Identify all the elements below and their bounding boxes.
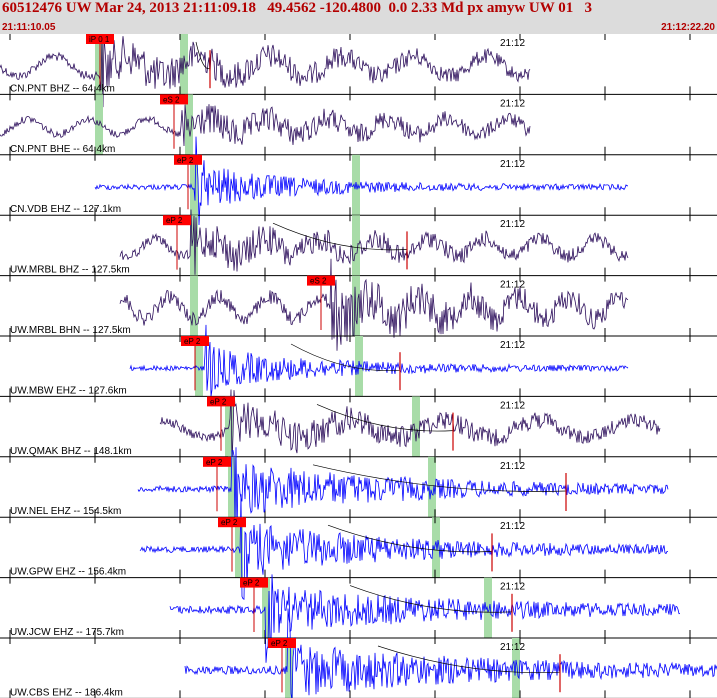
p-window-highlight [235, 517, 243, 578]
coda-duration-curve [290, 343, 401, 371]
pick-label: eP 2 [271, 639, 288, 648]
station-label: CN.PNT BHZ -- 64.4km [10, 83, 115, 94]
minute-label: 21:12 [500, 38, 525, 49]
pick-flag [203, 456, 231, 467]
pick-label: eS 2 [310, 277, 327, 286]
s-window-highlight [352, 215, 360, 276]
p-window-highlight [285, 638, 293, 698]
pick-flag [163, 215, 191, 226]
minute-label: 21:12 [500, 159, 525, 170]
waveform-trace [0, 104, 531, 147]
pick-flag [86, 34, 114, 44]
event-title: 60512476 UW Mar 24, 2013 21:11:09.18 49.… [2, 0, 592, 16]
station-label: UW.QMAK BHZ -- 148.1km [10, 446, 132, 457]
minute-label: 21:12 [500, 461, 525, 472]
pick-flag [160, 94, 188, 105]
s-window-highlight [352, 275, 360, 336]
coda-duration-curve [316, 404, 454, 432]
minute-label: 21:12 [500, 340, 525, 351]
s-window-highlight [428, 456, 436, 518]
waveform-trace [137, 447, 669, 535]
pick-label: eP 2 [184, 337, 201, 346]
s-window-highlight [185, 94, 193, 155]
minute-label: 21:12 [500, 400, 525, 411]
station-label: UW.NEL EHZ -- 154.5km [10, 506, 121, 517]
pick-flag [218, 517, 246, 528]
waveform-trace [139, 494, 669, 600]
s-window-highlight [484, 577, 492, 638]
pick-flag [207, 396, 235, 407]
p-window-highlight [195, 336, 203, 397]
waveform-trace [129, 324, 629, 397]
station-label: UW.MRBL BHZ -- 127.5km [10, 265, 130, 276]
pick-flag [268, 638, 296, 648]
seismogram-panel[interactable]: iP 0 1 21:12 CN.PNT BHZ -- 64.4km eS 2 21:12… [0, 34, 717, 698]
coda-duration-curve [195, 41, 211, 70]
station-label: UW.GPW EHZ -- 156.4km [10, 567, 126, 578]
pick-label: eS 2 [163, 95, 180, 104]
minute-label: 21:12 [500, 582, 525, 593]
waveform-trace [119, 209, 629, 275]
end-time: 21:12:22.20 [661, 22, 715, 33]
coda-duration-curve [272, 222, 408, 251]
pick-flag [307, 275, 335, 286]
minute-label: 21:12 [500, 219, 525, 230]
pick-label: eP 2 [210, 397, 227, 406]
waveform-trace [159, 389, 661, 464]
minute-label: 21:12 [500, 642, 525, 653]
pick-label: eP 2 [166, 216, 183, 225]
s-window-highlight [432, 517, 440, 578]
s-window-highlight [412, 396, 420, 457]
p-window-highlight [190, 275, 198, 336]
coda-duration-curve [312, 464, 567, 492]
start-time: 21:11:10.05 [2, 22, 56, 33]
station-label: UW.CBS EHZ -- 186.4km [10, 687, 123, 698]
station-label: UW.MRBL BHN -- 127.5km [10, 325, 131, 336]
station-label: CN.VDB EHZ -- 127.1km [10, 204, 121, 215]
coda-duration-curve [327, 524, 493, 553]
pick-label: eP 2 [177, 156, 194, 165]
waveform-trace [119, 258, 629, 351]
waveform-trace [94, 136, 628, 226]
pick-flag [174, 154, 202, 165]
coda-duration-curve [349, 585, 513, 613]
pick-label: eP 2 [221, 518, 238, 527]
waveform-trace [169, 574, 681, 663]
p-window-highlight [190, 154, 198, 216]
s-window-highlight [512, 638, 520, 698]
header-bar: 60512476 UW Mar 24, 2013 21:11:09.18 49.… [0, 0, 717, 34]
station-label: UW.JCW EHZ -- 175.7km [10, 627, 124, 638]
minute-label: 21:12 [500, 280, 525, 291]
p-window-highlight [190, 215, 198, 276]
pick-flag [181, 336, 209, 346]
station-label: UW.MBW EHZ -- 127.6km [10, 385, 127, 396]
pick-label: iP 0 1 [89, 35, 110, 44]
station-label: CN.PNT BHE -- 64.4km [10, 144, 115, 155]
waveform-trace [184, 608, 717, 698]
p-window-highlight [95, 34, 103, 95]
waveform-trace [0, 34, 531, 108]
minute-label: 21:12 [500, 521, 525, 532]
pick-label: eP 2 [206, 458, 223, 467]
pick-label: eP 2 [243, 579, 260, 588]
p-window-highlight [228, 456, 236, 518]
minute-label: 21:12 [500, 98, 525, 109]
s-window-highlight [180, 34, 188, 95]
p-window-highlight [262, 577, 270, 638]
coda-duration-curve [377, 645, 561, 673]
pick-flag [240, 577, 268, 588]
